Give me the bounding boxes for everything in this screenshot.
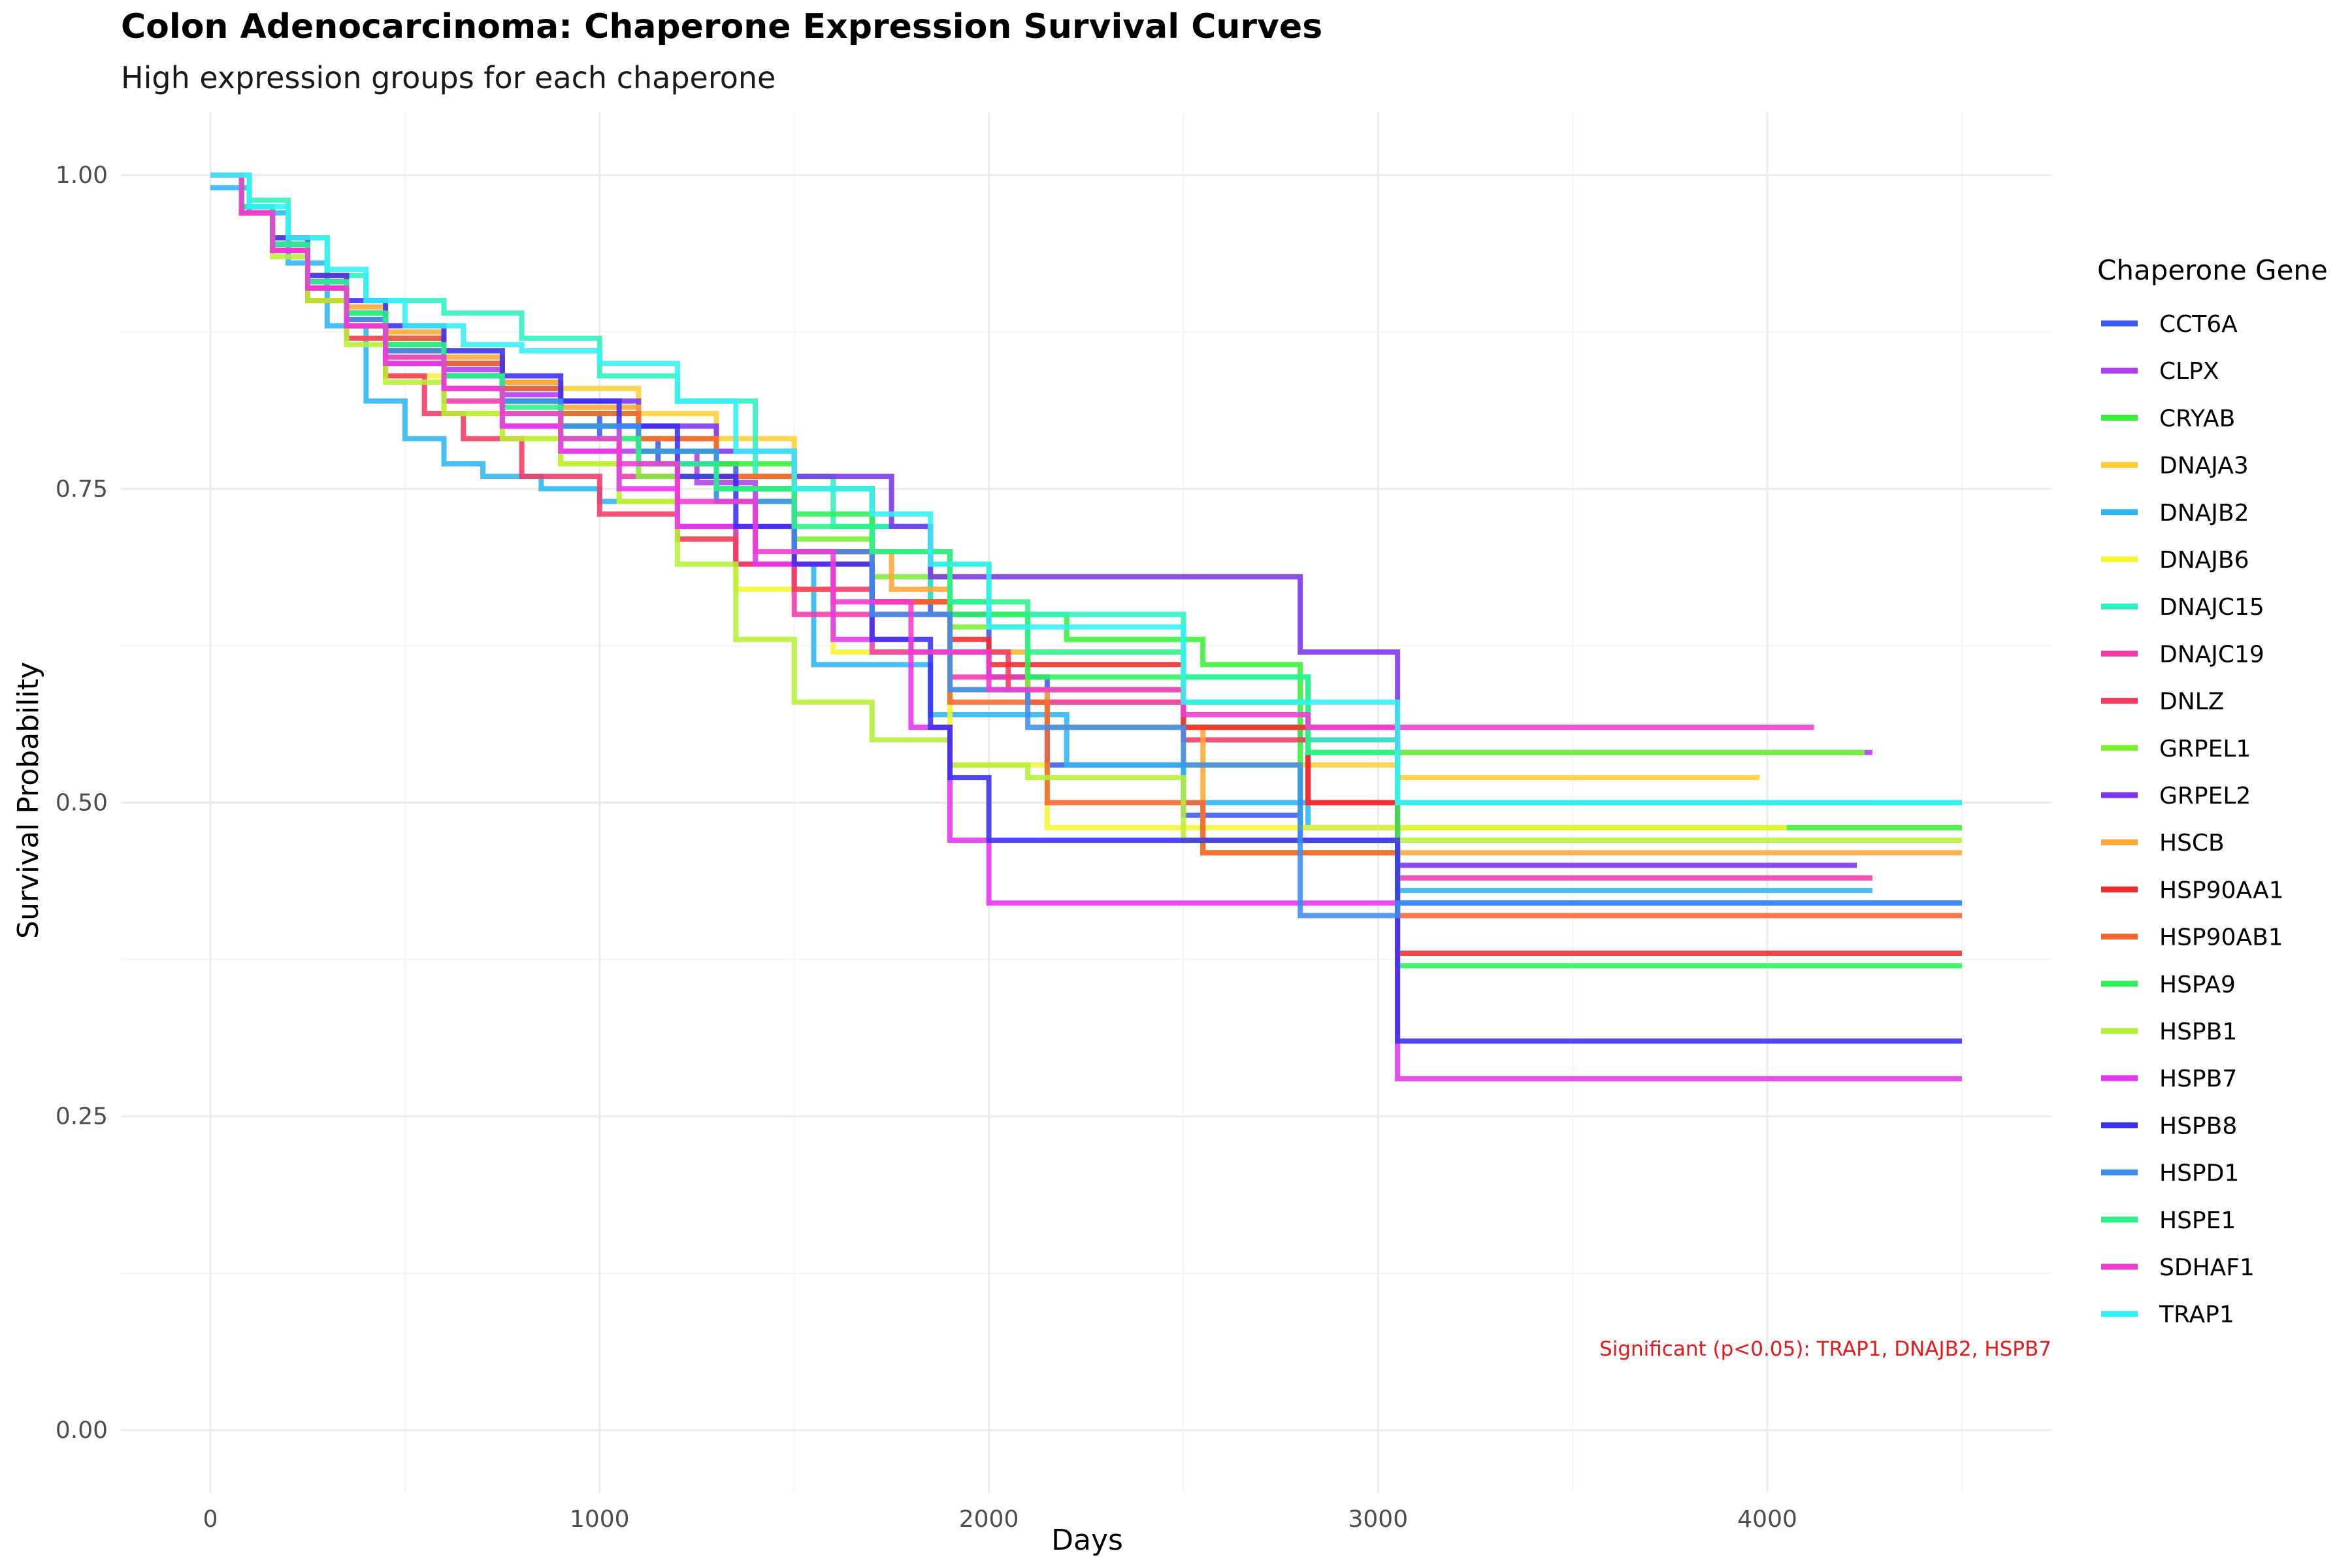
legend-label-trap1: TRAP1 [2159,1301,2234,1328]
y-tick-label: 0.25 [56,1103,108,1130]
legend-title: Chaperone Gene [2097,254,2328,286]
legend-label-dnaja3: DNAJA3 [2159,453,2249,480]
survival-curves [210,172,1962,1082]
legend: Chaperone Gene CCT6A CLPX CRYAB DNAJA3 DNAJB… [2097,254,2328,1328]
legend-label-dnlz: DNLZ [2159,689,2224,715]
plot-panel: 0.00 0.25 0.50 0.75 1.00 0 1000 2000 3000 4000 [56,112,2051,1533]
chart-subtitle: High expression groups for each chaperon… [121,60,776,95]
curve-sdhaf1 [210,172,1814,730]
legend-label-hscb: HSCB [2159,830,2225,857]
legend-items: CCT6A CLPX CRYAB DNAJA3 DNAJB2 DNAJB6 DNAJC15 D… [2101,311,2284,1328]
curve-cct6a [210,172,1962,906]
legend-label-sdhaf1: SDHAF1 [2159,1254,2255,1281]
curve-trap1 [210,172,1962,806]
y-tick-label: 1.00 [56,162,108,189]
curve-hspb8 [210,172,1962,1044]
legend-label-cct6a: CCT6A [2159,311,2238,338]
y-axis-tick-labels: 0.00 0.25 0.50 0.75 1.00 [56,162,108,1444]
x-tick-label: 1000 [570,1506,630,1533]
curve-dnajc19 [210,172,1872,881]
legend-label-grpel2: GRPEL2 [2159,783,2251,809]
x-tick-label: 4000 [1737,1506,1797,1533]
x-tick-label: 2000 [959,1506,1019,1533]
y-tick-label: 0.50 [56,790,108,817]
legend-label-cryab: CRYAB [2159,405,2235,432]
legend-label-dnajc15: DNAJC15 [2159,594,2264,621]
x-tick-label: 3000 [1348,1506,1409,1533]
y-tick-label: 0.00 [56,1417,108,1444]
legend-label-hspe1: HSPE1 [2159,1207,2236,1234]
x-axis-tick-labels: 0 1000 2000 3000 4000 [203,1506,1797,1533]
legend-label-hspb8: HSPB8 [2159,1113,2237,1139]
y-axis-title: Survival Probability [12,662,45,939]
legend-label-dnajb6: DNAJB6 [2159,547,2249,574]
legend-label-hsp90aa1: HSP90AA1 [2159,877,2284,904]
significance-annotation: Significant (p<0.05): TRAP1, DNAJB2, HSP… [1599,1337,2051,1361]
y-tick-label: 0.75 [56,476,108,502]
legend-label-hspb1: HSPB1 [2159,1019,2237,1045]
legend-label-dnajb2: DNAJB2 [2159,500,2249,527]
curve-grpel2 [210,172,1857,868]
legend-label-hspd1: HSPD1 [2159,1160,2239,1187]
curve-dnajb2 [210,185,1872,893]
curve-hspa9 [210,172,1962,969]
curve-hsp90aa1 [210,172,1962,956]
legend-label-clpx: CLPX [2159,358,2219,385]
legend-label-dnajc19: DNAJC19 [2159,641,2264,668]
legend-label-hsp90ab1: HSP90AB1 [2159,924,2283,951]
legend-label-grpel1: GRPEL1 [2159,736,2251,762]
legend-label-hspb7: HSPB7 [2159,1066,2237,1092]
curve-hspb1 [210,172,1962,843]
x-tick-label: 0 [203,1506,218,1533]
chart-title: Colon Adenocarcinoma: Chaperone Expressi… [121,7,1322,46]
x-axis-title: Days [1051,1524,1123,1557]
legend-label-hspa9: HSPA9 [2159,972,2236,998]
